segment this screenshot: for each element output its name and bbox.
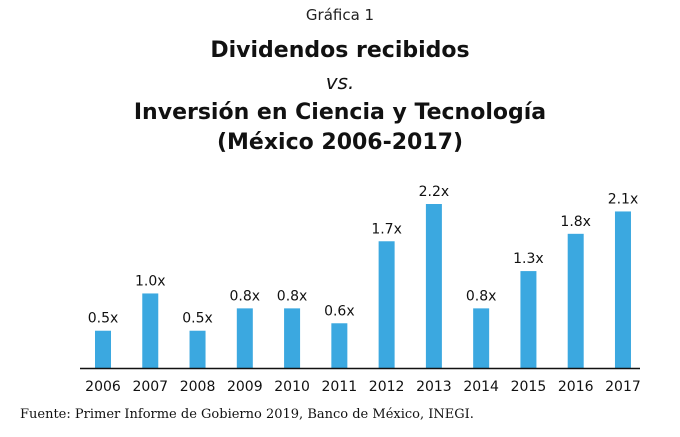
x-tick-label-2012: 2012 bbox=[369, 379, 405, 395]
chart-title-line-3: Inversión en Ciencia y Tecnología bbox=[133, 100, 547, 125]
data-label-2010: 0.8x bbox=[277, 288, 308, 304]
chart-title-line-4: (México 2006-2017) bbox=[216, 130, 464, 155]
chart-title-line-2: vs. bbox=[325, 70, 355, 94]
bar-2009 bbox=[236, 308, 253, 368]
x-tick-label-2008: 2008 bbox=[180, 379, 216, 395]
bar-2011 bbox=[331, 323, 348, 368]
bar-2017 bbox=[614, 211, 631, 368]
x-tick-label-2014: 2014 bbox=[463, 379, 499, 395]
data-label-2011: 0.6x bbox=[324, 303, 355, 319]
x-tick-label-2007: 2007 bbox=[132, 379, 168, 395]
data-label-2014: 0.8x bbox=[466, 288, 497, 304]
bar-2014 bbox=[473, 308, 490, 368]
x-tick-label-2017: 2017 bbox=[605, 379, 641, 395]
source-note: Fuente: Primer Informe de Gobierno 2019,… bbox=[20, 407, 474, 422]
data-label-2013: 2.2x bbox=[419, 184, 450, 200]
data-label-2006: 0.5x bbox=[88, 311, 119, 327]
chart-kicker: Gráfica 1 bbox=[305, 6, 375, 24]
bar-2015 bbox=[520, 271, 537, 368]
x-tick-label-2010: 2010 bbox=[274, 379, 310, 395]
data-label-2016: 1.8x bbox=[560, 214, 591, 230]
chart-title-line-1: Dividendos recibidos bbox=[210, 38, 470, 63]
data-label-2009: 0.8x bbox=[230, 288, 261, 304]
data-label-2015: 1.3x bbox=[513, 251, 544, 267]
data-label-2017: 2.1x bbox=[608, 191, 639, 207]
data-label-2012: 1.7x bbox=[371, 221, 402, 237]
bar-2006 bbox=[95, 330, 111, 368]
bar-2010 bbox=[284, 308, 301, 368]
data-label-2007: 1.0x bbox=[135, 273, 166, 289]
bar-2008 bbox=[189, 330, 206, 368]
x-tick-label-2015: 2015 bbox=[511, 379, 547, 395]
bar-2013 bbox=[425, 204, 442, 368]
bar-2012 bbox=[378, 241, 395, 368]
x-tick-label-2011: 2011 bbox=[322, 379, 358, 395]
x-tick-label-2006: 2006 bbox=[85, 379, 121, 395]
bar-2007 bbox=[142, 293, 159, 368]
x-tick-label-2016: 2016 bbox=[558, 379, 594, 395]
bar-2016 bbox=[567, 233, 584, 368]
data-label-2008: 0.5x bbox=[182, 311, 213, 327]
x-tick-label-2009: 2009 bbox=[227, 379, 263, 395]
x-tick-label-2013: 2013 bbox=[416, 379, 452, 395]
